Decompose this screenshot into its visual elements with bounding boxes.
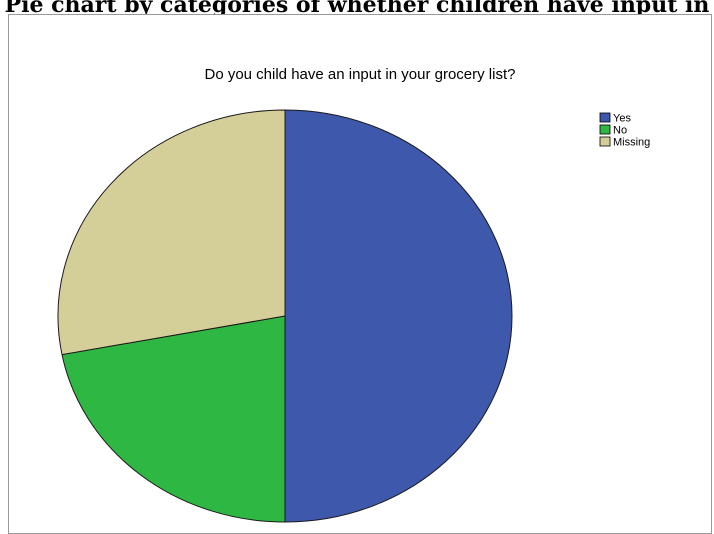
top-caption: Pie chart by categories of whether child… xyxy=(4,0,710,16)
legend-swatch-no xyxy=(599,124,611,135)
legend-swatch-missing xyxy=(599,136,611,147)
legend-label-yes: Yes xyxy=(613,113,631,125)
pie-slice-missing xyxy=(57,109,286,356)
pie-slices xyxy=(57,109,513,523)
pie-slice-yes xyxy=(284,109,513,523)
legend-label-missing: Missing xyxy=(613,137,650,149)
chart-title: Do you child have an input in your groce… xyxy=(204,66,515,83)
pie-slice-no xyxy=(61,315,286,523)
legend-label-no: No xyxy=(613,125,627,137)
legend-swatch-yes xyxy=(599,112,611,123)
